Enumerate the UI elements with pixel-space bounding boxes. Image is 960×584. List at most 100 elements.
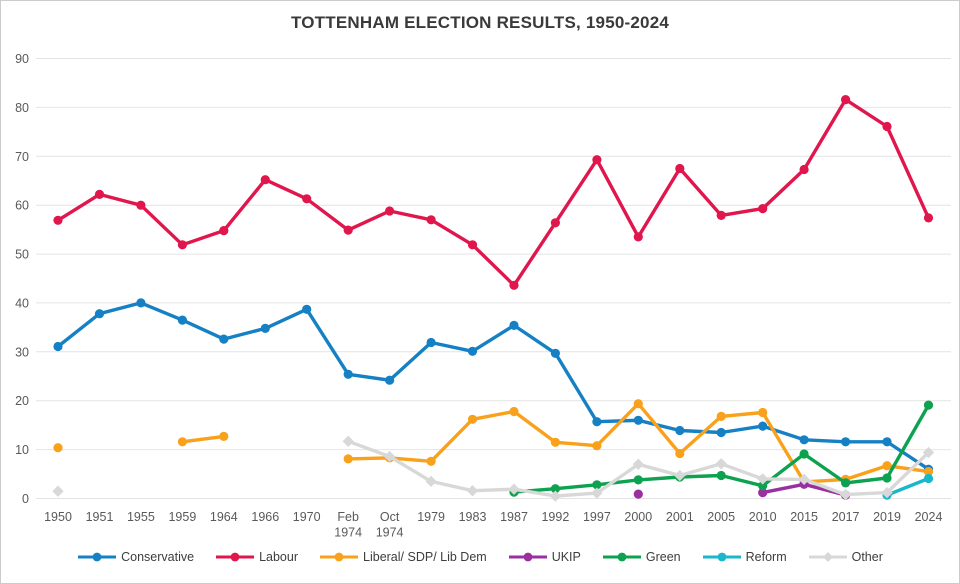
data-point-other [715, 458, 727, 470]
data-point-conservative [302, 304, 312, 314]
data-point-conservative [53, 341, 63, 352]
data-point-other [549, 490, 562, 502]
data-point-conservative [592, 417, 602, 427]
x-tick-label: 1987 [500, 510, 528, 524]
x-tick-label: 1950 [44, 510, 72, 524]
data-point-green [882, 473, 892, 483]
x-tick-label: Feb 1974 [334, 510, 362, 540]
data-point-labour [53, 215, 63, 225]
series-line-reform [885, 476, 931, 497]
data-point-conservative [758, 421, 768, 431]
data-point-conservative [550, 348, 561, 358]
data-point-green [633, 475, 643, 485]
data-point-labour [550, 218, 561, 228]
data-point-other [52, 485, 64, 497]
data-point-liberal-sdp-lib-dem [923, 467, 934, 477]
y-tick-label: 10 [15, 443, 29, 457]
data-point-liberal-sdp-lib-dem [509, 406, 519, 417]
data-point-conservative [94, 309, 105, 319]
series-line-conservative [56, 301, 931, 471]
data-point-other [922, 446, 935, 459]
legend-swatch [216, 552, 255, 562]
data-point-conservative [633, 415, 643, 425]
data-point-labour [923, 213, 934, 223]
data-point-labour [136, 200, 146, 210]
data-point-green [923, 400, 934, 410]
data-point-conservative [675, 425, 685, 436]
series-line-labour [56, 97, 931, 287]
y-tick-label: 80 [15, 101, 29, 115]
data-point-labour [302, 194, 312, 204]
y-tick-label: 0 [22, 492, 29, 506]
x-tick-label: 1997 [583, 510, 611, 524]
legend-label: Conservative [121, 550, 195, 564]
data-point-conservative [343, 369, 353, 379]
data-point-liberal-sdp-lib-dem [343, 454, 353, 464]
data-point-other [839, 488, 852, 501]
data-point-ukip [758, 488, 768, 498]
data-point-labour [260, 175, 270, 185]
data-point-other [757, 473, 769, 485]
legend: Conservative Labour Liberal/ SDP/ Lib Dem U… [1, 550, 959, 564]
legend-item-liberal-sdp-lib-dem: Liberal/ SDP/ Lib Dem [319, 550, 487, 564]
data-point-liberal-sdp-lib-dem [633, 399, 643, 409]
legend-item-labour: Labour [215, 550, 298, 564]
data-point-labour [467, 240, 478, 250]
data-point-conservative [426, 337, 436, 348]
data-point-conservative [136, 298, 146, 308]
data-point-other [632, 458, 644, 470]
data-point-liberal-sdp-lib-dem [467, 414, 478, 424]
legend-marker-icon [230, 552, 240, 562]
data-point-liberal-sdp-lib-dem [177, 437, 187, 447]
legend-label: UKIP [551, 550, 581, 564]
data-point-labour [716, 210, 726, 220]
x-tick-label: 1966 [251, 510, 279, 524]
legend-swatch [702, 552, 741, 562]
legend-label: Labour [259, 550, 299, 564]
data-point-liberal-sdp-lib-dem [675, 448, 685, 459]
data-point-other [674, 469, 686, 482]
x-tick-label: 2005 [707, 510, 735, 524]
data-point-other [798, 473, 810, 486]
data-point-labour [343, 225, 353, 235]
y-tick-label: 70 [15, 150, 29, 164]
data-point-other [466, 485, 479, 497]
data-point-conservative [509, 320, 519, 330]
data-point-liberal-sdp-lib-dem [758, 407, 768, 418]
legend-swatch [320, 552, 359, 562]
data-point-labour [882, 121, 892, 132]
data-point-reform [923, 473, 934, 484]
data-point-conservative [177, 315, 187, 325]
x-tick-label: 2010 [749, 510, 777, 524]
x-tick-label: 1959 [168, 510, 196, 524]
x-tick-label: 1979 [417, 510, 445, 524]
x-tick-label: 1970 [293, 510, 321, 524]
data-point-conservative [716, 427, 726, 438]
x-tick-label: 2019 [873, 510, 901, 524]
legend-swatch [602, 552, 641, 562]
y-tick-label: 60 [15, 199, 29, 213]
data-point-labour [799, 164, 809, 175]
data-point-labour [592, 155, 602, 165]
data-point-green [550, 484, 561, 494]
x-tick-label: 1983 [459, 510, 487, 524]
data-point-conservative [799, 435, 809, 445]
legend-item-other: Other [808, 550, 883, 564]
legend-marker-icon [617, 552, 627, 562]
data-point-conservative [882, 437, 892, 447]
legend-item-ukip: UKIP [508, 550, 581, 564]
legend-marker-icon [717, 552, 727, 562]
x-tick-label: 1964 [210, 510, 238, 524]
data-point-liberal-sdp-lib-dem [550, 437, 561, 447]
data-point-ukip [633, 489, 643, 499]
data-point-green [592, 480, 602, 490]
y-tick-label: 90 [15, 52, 29, 66]
legend-label: Green [645, 550, 681, 564]
data-point-conservative [841, 437, 851, 447]
x-tick-label: 2000 [624, 510, 652, 524]
data-point-liberal-sdp-lib-dem [426, 456, 436, 466]
legend-label: Reform [745, 550, 787, 564]
data-point-labour [633, 232, 643, 242]
